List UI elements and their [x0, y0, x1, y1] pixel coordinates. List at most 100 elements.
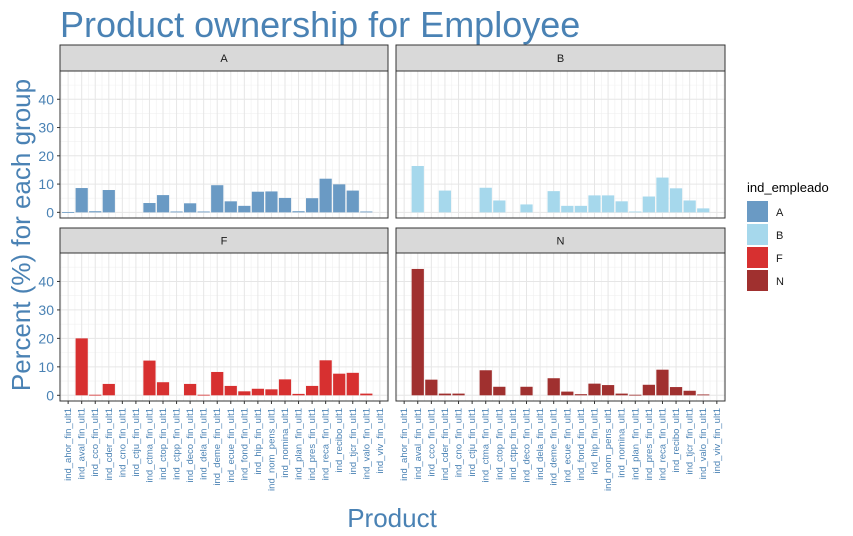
- y-tick-label: 20: [38, 148, 54, 164]
- x-tick-label: ind_viv_fin_ult1: [712, 408, 723, 474]
- bar-N-ind_ctma_fin_ult1: [479, 370, 492, 396]
- legend-label: N: [776, 276, 784, 288]
- x-tick-label: ind_dela_fin_ult1: [535, 408, 546, 480]
- bar-A-ind_ahor_fin_ult1: [62, 212, 75, 213]
- bar-N-ind_plan_fin_ult1: [629, 394, 642, 396]
- panel-border: [395, 70, 726, 219]
- bar-F-ind_tjcr_fin_ult1: [346, 372, 359, 396]
- x-tick-label: ind_ctop_fin_ult1: [494, 408, 505, 480]
- bar-A-ind_ctpp_fin_ult1: [170, 211, 183, 213]
- legend-key-B: [747, 224, 768, 245]
- bar-F-ind_dela_fin_ult1: [197, 394, 210, 396]
- bar-A-ind_aval_fin_ult1: [75, 188, 88, 213]
- x-tick-label: ind_cco_fin_ult1: [426, 408, 437, 477]
- bar-N-ind_aval_fin_ult1: [411, 268, 424, 396]
- x-axis-label: Product: [347, 503, 437, 533]
- x-tick-label: ind_deco_fin_ult1: [185, 408, 196, 482]
- legend-key-N: [747, 270, 768, 291]
- bar-F-ind_cco_fin_ult1: [89, 394, 102, 396]
- bar-A-ind_deco_fin_ult1: [184, 203, 197, 213]
- bar-F-ind_ecue_fin_ult1: [224, 385, 237, 396]
- bar-N-ind_cno_fin_ult1: [452, 393, 465, 396]
- x-tick-label: ind_fond_fin_ult1: [239, 408, 250, 480]
- bar-A-ind_fond_fin_ult1: [238, 205, 251, 213]
- bar-A-ind_nomina_ult1: [278, 197, 292, 213]
- bar-F-ind_nomina_ult1: [278, 379, 292, 396]
- x-tick-label: ind_aval_fin_ult1: [77, 408, 88, 479]
- y-tick-label: 0: [46, 387, 54, 403]
- bar-A-ind_plan_fin_ult1: [292, 211, 305, 213]
- bar-B-ind_valo_fin_ult1: [697, 208, 710, 213]
- facet-strip-label: A: [220, 53, 228, 65]
- bar-B-ind_recibo_ult1: [669, 188, 683, 213]
- bar-B-ind_aval_fin_ult1: [411, 165, 424, 213]
- bar-B-ind_tjcr_fin_ult1: [683, 200, 696, 213]
- bar-N-ind_deme_fin_ult1: [547, 378, 560, 396]
- x-tick-label: ind_tjcr_fin_ult1: [348, 408, 359, 475]
- x-tick-label: ind_ctma_fin_ult1: [144, 408, 155, 482]
- bar-A-ind_ctop_fin_ult1: [156, 195, 170, 213]
- y-tick-label: 30: [38, 120, 54, 136]
- bar-B-ind_nomina_ult1: [615, 201, 628, 213]
- bar-N-ind_nomina_ult1: [615, 393, 628, 396]
- bar-A-ind_ecue_fin_ult1: [224, 201, 237, 213]
- x-tick-label: ind_nomina_ult1: [617, 408, 628, 478]
- legend-key-A: [747, 201, 768, 222]
- facet-strip-label: N: [557, 236, 565, 248]
- panel-border: [395, 252, 726, 402]
- bar-F-ind_hip_fin_ult1: [251, 388, 264, 396]
- x-tick-label: ind_nom_pens_ult1: [266, 408, 277, 491]
- legend-label: F: [776, 253, 783, 265]
- bar-F-ind_cder_fin_ult1: [102, 383, 115, 396]
- x-tick-label: ind_cder_fin_ult1: [104, 408, 115, 480]
- x-tick-label: ind_ecue_fin_ult1: [226, 408, 237, 482]
- x-tick-label: ind_ctop_fin_ult1: [158, 408, 169, 480]
- x-tick-label: ind_viv_fin_ult1: [375, 408, 386, 474]
- bar-B-ind_nom_pens_ult1: [601, 195, 615, 213]
- bar-F-ind_deme_fin_ult1: [211, 371, 224, 396]
- bar-B-ind_reca_fin_ult1: [656, 177, 669, 213]
- bar-B-ind_deme_fin_ult1: [547, 191, 560, 213]
- bar-A-ind_pres_fin_ult1: [306, 198, 319, 213]
- bar-F-ind_recibo_ult1: [333, 373, 346, 396]
- bar-F-ind_deco_fin_ult1: [184, 383, 197, 396]
- bar-F-ind_ctop_fin_ult1: [156, 382, 170, 396]
- x-tick-label: ind_ctma_fin_ult1: [481, 408, 492, 482]
- facet-panel-B: B: [395, 44, 726, 219]
- facet-panel-N: N: [395, 227, 726, 402]
- bar-A-ind_nom_pens_ult1: [265, 191, 278, 213]
- bar-A-ind_dela_fin_ult1: [197, 211, 210, 213]
- legend-label: A: [776, 207, 784, 219]
- bar-A-ind_tjcr_fin_ult1: [346, 190, 359, 213]
- bar-N-ind_reca_fin_ult1: [656, 369, 669, 396]
- facet-strip: [395, 227, 726, 254]
- bar-F-ind_valo_fin_ult1: [360, 393, 373, 396]
- legend-label: B: [776, 230, 783, 242]
- bar-N-ind_valo_fin_ult1: [697, 394, 710, 396]
- facet-strip-label: F: [221, 236, 228, 248]
- bar-A-ind_recibo_ult1: [333, 184, 346, 213]
- x-tick-label: ind_nomina_ult1: [280, 408, 291, 478]
- x-tick-label: ind_pres_fin_ult1: [307, 408, 318, 480]
- x-tick-label: ind_ahor_fin_ult1: [399, 408, 410, 481]
- x-tick-label: ind_deme_fin_ult1: [212, 408, 223, 486]
- x-tick-label: ind_recibo_ult1: [671, 408, 682, 472]
- bar-F-ind_plan_fin_ult1: [292, 393, 305, 396]
- panel-border: [59, 70, 389, 219]
- x-tick-label: ind_valo_fin_ult1: [361, 408, 372, 479]
- y-tick-label: 0: [46, 204, 54, 220]
- legend-title: ind_empleado: [747, 180, 829, 195]
- x-tick-label: ind_cco_fin_ult1: [90, 408, 101, 477]
- facet-panel-A: A 0 10 20 30 40: [38, 44, 389, 220]
- x-tick-label: ind_ctpp_fin_ult1: [508, 408, 519, 480]
- bar-N-ind_deco_fin_ult1: [520, 386, 533, 396]
- bar-N-ind_nom_pens_ult1: [601, 385, 615, 396]
- bar-A-ind_deme_fin_ult1: [211, 185, 224, 213]
- bar-F-ind_aval_fin_ult1: [75, 338, 88, 396]
- x-tick-label: ind_tjcr_fin_ult1: [685, 408, 696, 475]
- x-tick-label: ind_ctpp_fin_ult1: [172, 408, 183, 480]
- bar-N-ind_cco_fin_ult1: [425, 379, 438, 396]
- x-tick-label: ind_recibo_ult1: [334, 408, 345, 472]
